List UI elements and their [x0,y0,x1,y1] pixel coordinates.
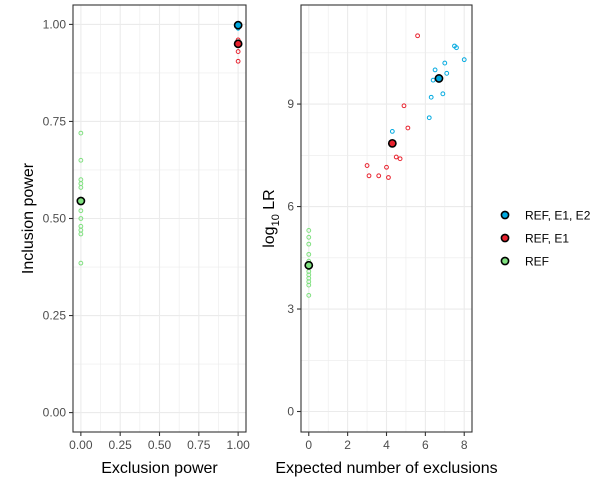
legend-key [500,233,510,243]
data-point [401,103,407,109]
panel-right: 0 2 4 6 8 0 3 6 9 Expected number of exclusions lo… [261,4,498,477]
mean-point [304,260,314,270]
y-tick-label: 0.00 [43,406,67,420]
y-tick-label: 0 [287,405,294,419]
x-tick-label: 4 [383,438,390,452]
x-tick-label: 0.50 [148,438,172,452]
data-point [415,33,420,39]
data-point [393,154,399,160]
data-point [306,282,312,288]
legend-label: REF, E1 [525,232,569,246]
data-point [366,173,372,179]
data-point [384,164,389,170]
x-tick-label: 0.75 [187,438,211,452]
data-point [440,91,446,97]
data-point [430,77,436,83]
x-tick-label: 2 [344,438,351,452]
data-point [397,156,403,162]
data-point [442,60,448,66]
x-tick-label: 0.25 [109,438,133,452]
data-point [428,94,434,100]
y-tick-label: 0.50 [43,212,67,226]
mean-point [387,138,397,148]
x-tick-label: 0 [305,438,312,452]
mean-point [434,74,444,83]
data-point [78,208,84,214]
data-point [78,157,84,163]
data-point [432,67,438,73]
y-axis-title: log10 LR [261,189,282,248]
legend: REF, E1, E2 REF, E1 REF [500,209,591,269]
data-point [376,173,382,179]
data-point [405,125,411,131]
legend-label: REF [525,255,549,269]
y-axis-title-subscript: 10 [270,214,282,226]
data-point [78,260,84,266]
y-axis-title-rest: LR [261,189,278,214]
y-tick-label: 9 [287,97,294,111]
legend-key [500,256,510,266]
y-tick-label: 0.75 [43,114,67,128]
legend-key [500,210,510,220]
data-point [306,292,312,298]
y-axis-title: Inclusion power [20,162,37,274]
data-point [78,231,84,237]
legend-label: REF, E1, E2 [525,209,591,223]
data-point [426,115,432,121]
x-axis-title: Exclusion power [101,460,218,477]
y-tick-label: 3 [287,302,294,316]
x-tick-label: 8 [461,438,468,452]
x-tick-label: 0.00 [69,438,93,452]
y-tick-label: 1.00 [43,17,67,31]
x-tick-label: 1.00 [226,438,250,452]
y-tick-label: 0.25 [43,309,67,323]
x-axis-title: Expected number of exclusions [275,460,497,477]
data-point [78,185,84,190]
y-axis-title-main: log [261,226,278,247]
y-tick-label: 6 [287,200,294,214]
data-point [389,128,395,134]
data-point [364,163,370,168]
data-point [235,58,241,64]
data-point [386,175,391,180]
data-point [306,241,312,247]
data-point [444,70,450,76]
data-point [235,49,241,54]
mean-point [233,39,243,49]
data-point [78,130,84,136]
data-point [78,216,84,221]
mean-point [76,196,86,206]
data-point [454,45,459,51]
data-point [306,251,312,257]
x-tick-label: 6 [422,438,429,452]
data-point [306,228,312,233]
mean-point [233,20,243,30]
data-point [306,234,312,240]
panel-left: 0.00 0.25 0.50 0.75 1.00 0.00 0.25 0.50 0.75 1.00… [20,4,250,477]
data-point [461,57,467,63]
